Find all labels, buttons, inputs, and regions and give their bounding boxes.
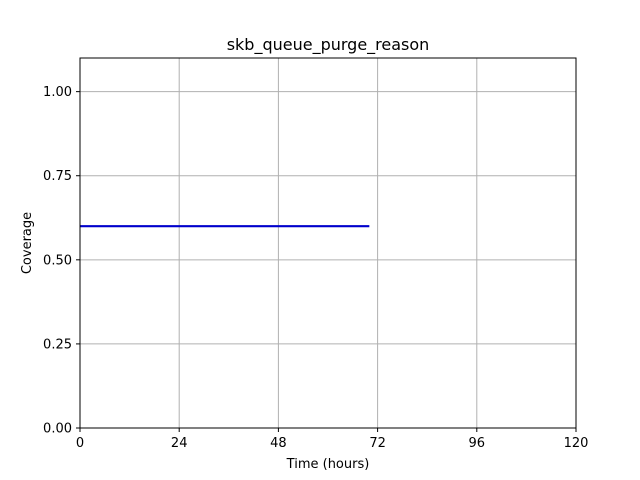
plot-frame: [79, 57, 577, 429]
x-tick-label: 0: [76, 436, 84, 451]
x-tick-label: 120: [564, 436, 589, 451]
x-tick-label: 24: [171, 436, 188, 451]
y-tick-label: 0.75: [43, 169, 72, 184]
y-tick-label: 0.00: [43, 422, 72, 437]
y-tick-label: 1.00: [43, 85, 72, 100]
grid: [79, 58, 577, 429]
x-tick-label: 72: [369, 436, 386, 451]
y-axis-label: Coverage: [20, 212, 35, 274]
y-axis: 0.00 0.25 0.50 0.75 1.00: [43, 85, 80, 437]
x-axis-label: Time (hours): [286, 457, 370, 472]
y-tick-label: 0.50: [43, 253, 72, 268]
x-tick-label: 48: [270, 436, 287, 451]
x-tick-label: 96: [469, 436, 486, 451]
chart-title: skb_queue_purge_reason: [227, 35, 430, 55]
y-tick-label: 0.25: [43, 337, 72, 352]
x-axis: 0 24 48 72 96 120: [76, 428, 589, 451]
